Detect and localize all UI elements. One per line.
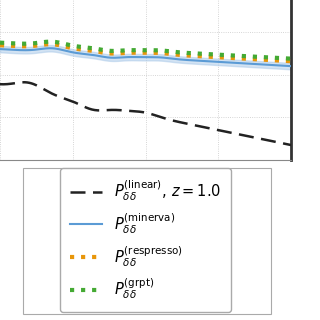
FancyBboxPatch shape [23,168,271,314]
Legend: $P_{\delta\delta}^{\rm (linear)},\, z = 1.0$, $P_{\delta\delta}^{\rm (minerva)}$: $P_{\delta\delta}^{\rm (linear)},\, z = … [60,168,231,312]
